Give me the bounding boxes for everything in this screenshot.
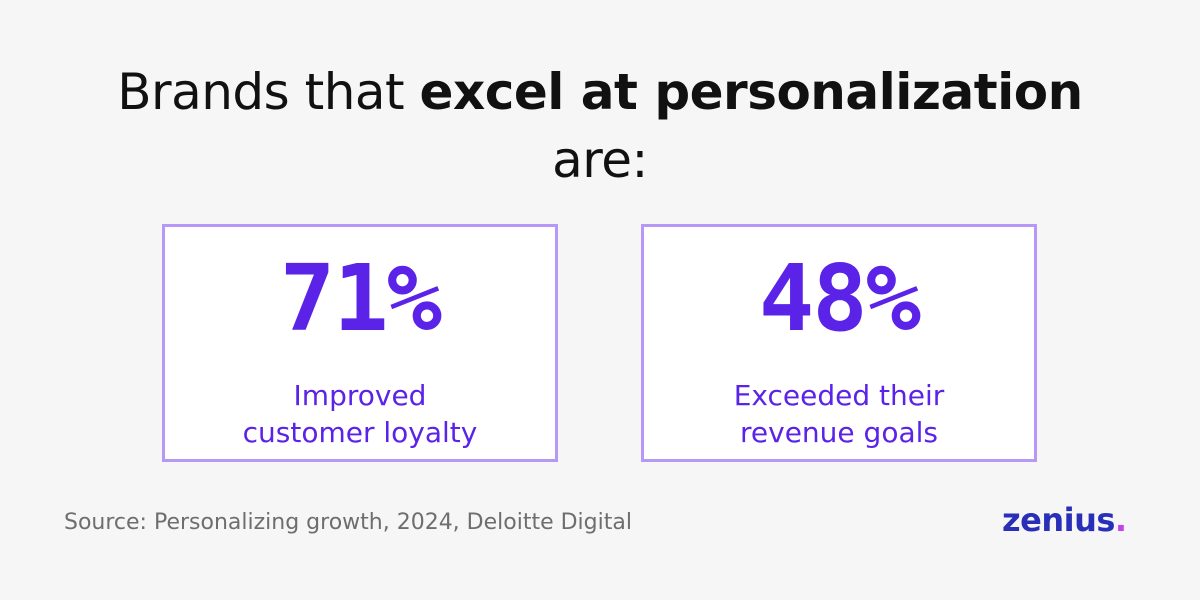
headline: Brands that excel at personalization are… bbox=[0, 58, 1200, 194]
headline-suffix: are: bbox=[552, 131, 648, 189]
brand-name: zenius bbox=[1002, 501, 1115, 539]
stat-card-loyalty: 71% Improved customer loyalty bbox=[162, 224, 558, 462]
stat-label-line: customer loyalty bbox=[242, 416, 478, 449]
brand-dot: . bbox=[1114, 501, 1127, 539]
brand-logo: zenius. bbox=[1002, 500, 1127, 540]
headline-prefix: Brands that bbox=[117, 63, 420, 121]
headline-emphasis: excel at personalization bbox=[419, 63, 1084, 121]
stat-label-line: revenue goals bbox=[740, 416, 938, 449]
stat-label: Improved customer loyalty bbox=[165, 377, 555, 451]
source-citation: Source: Personalizing growth, 2024, Delo… bbox=[64, 510, 632, 535]
stat-value: 71% bbox=[279, 245, 442, 352]
stat-label-line: Exceeded their bbox=[733, 379, 945, 412]
stat-value: 48% bbox=[758, 245, 921, 352]
stat-label: Exceeded their revenue goals bbox=[644, 377, 1034, 451]
stat-label-line: Improved bbox=[293, 379, 427, 412]
stat-card-revenue: 48% Exceeded their revenue goals bbox=[641, 224, 1037, 462]
